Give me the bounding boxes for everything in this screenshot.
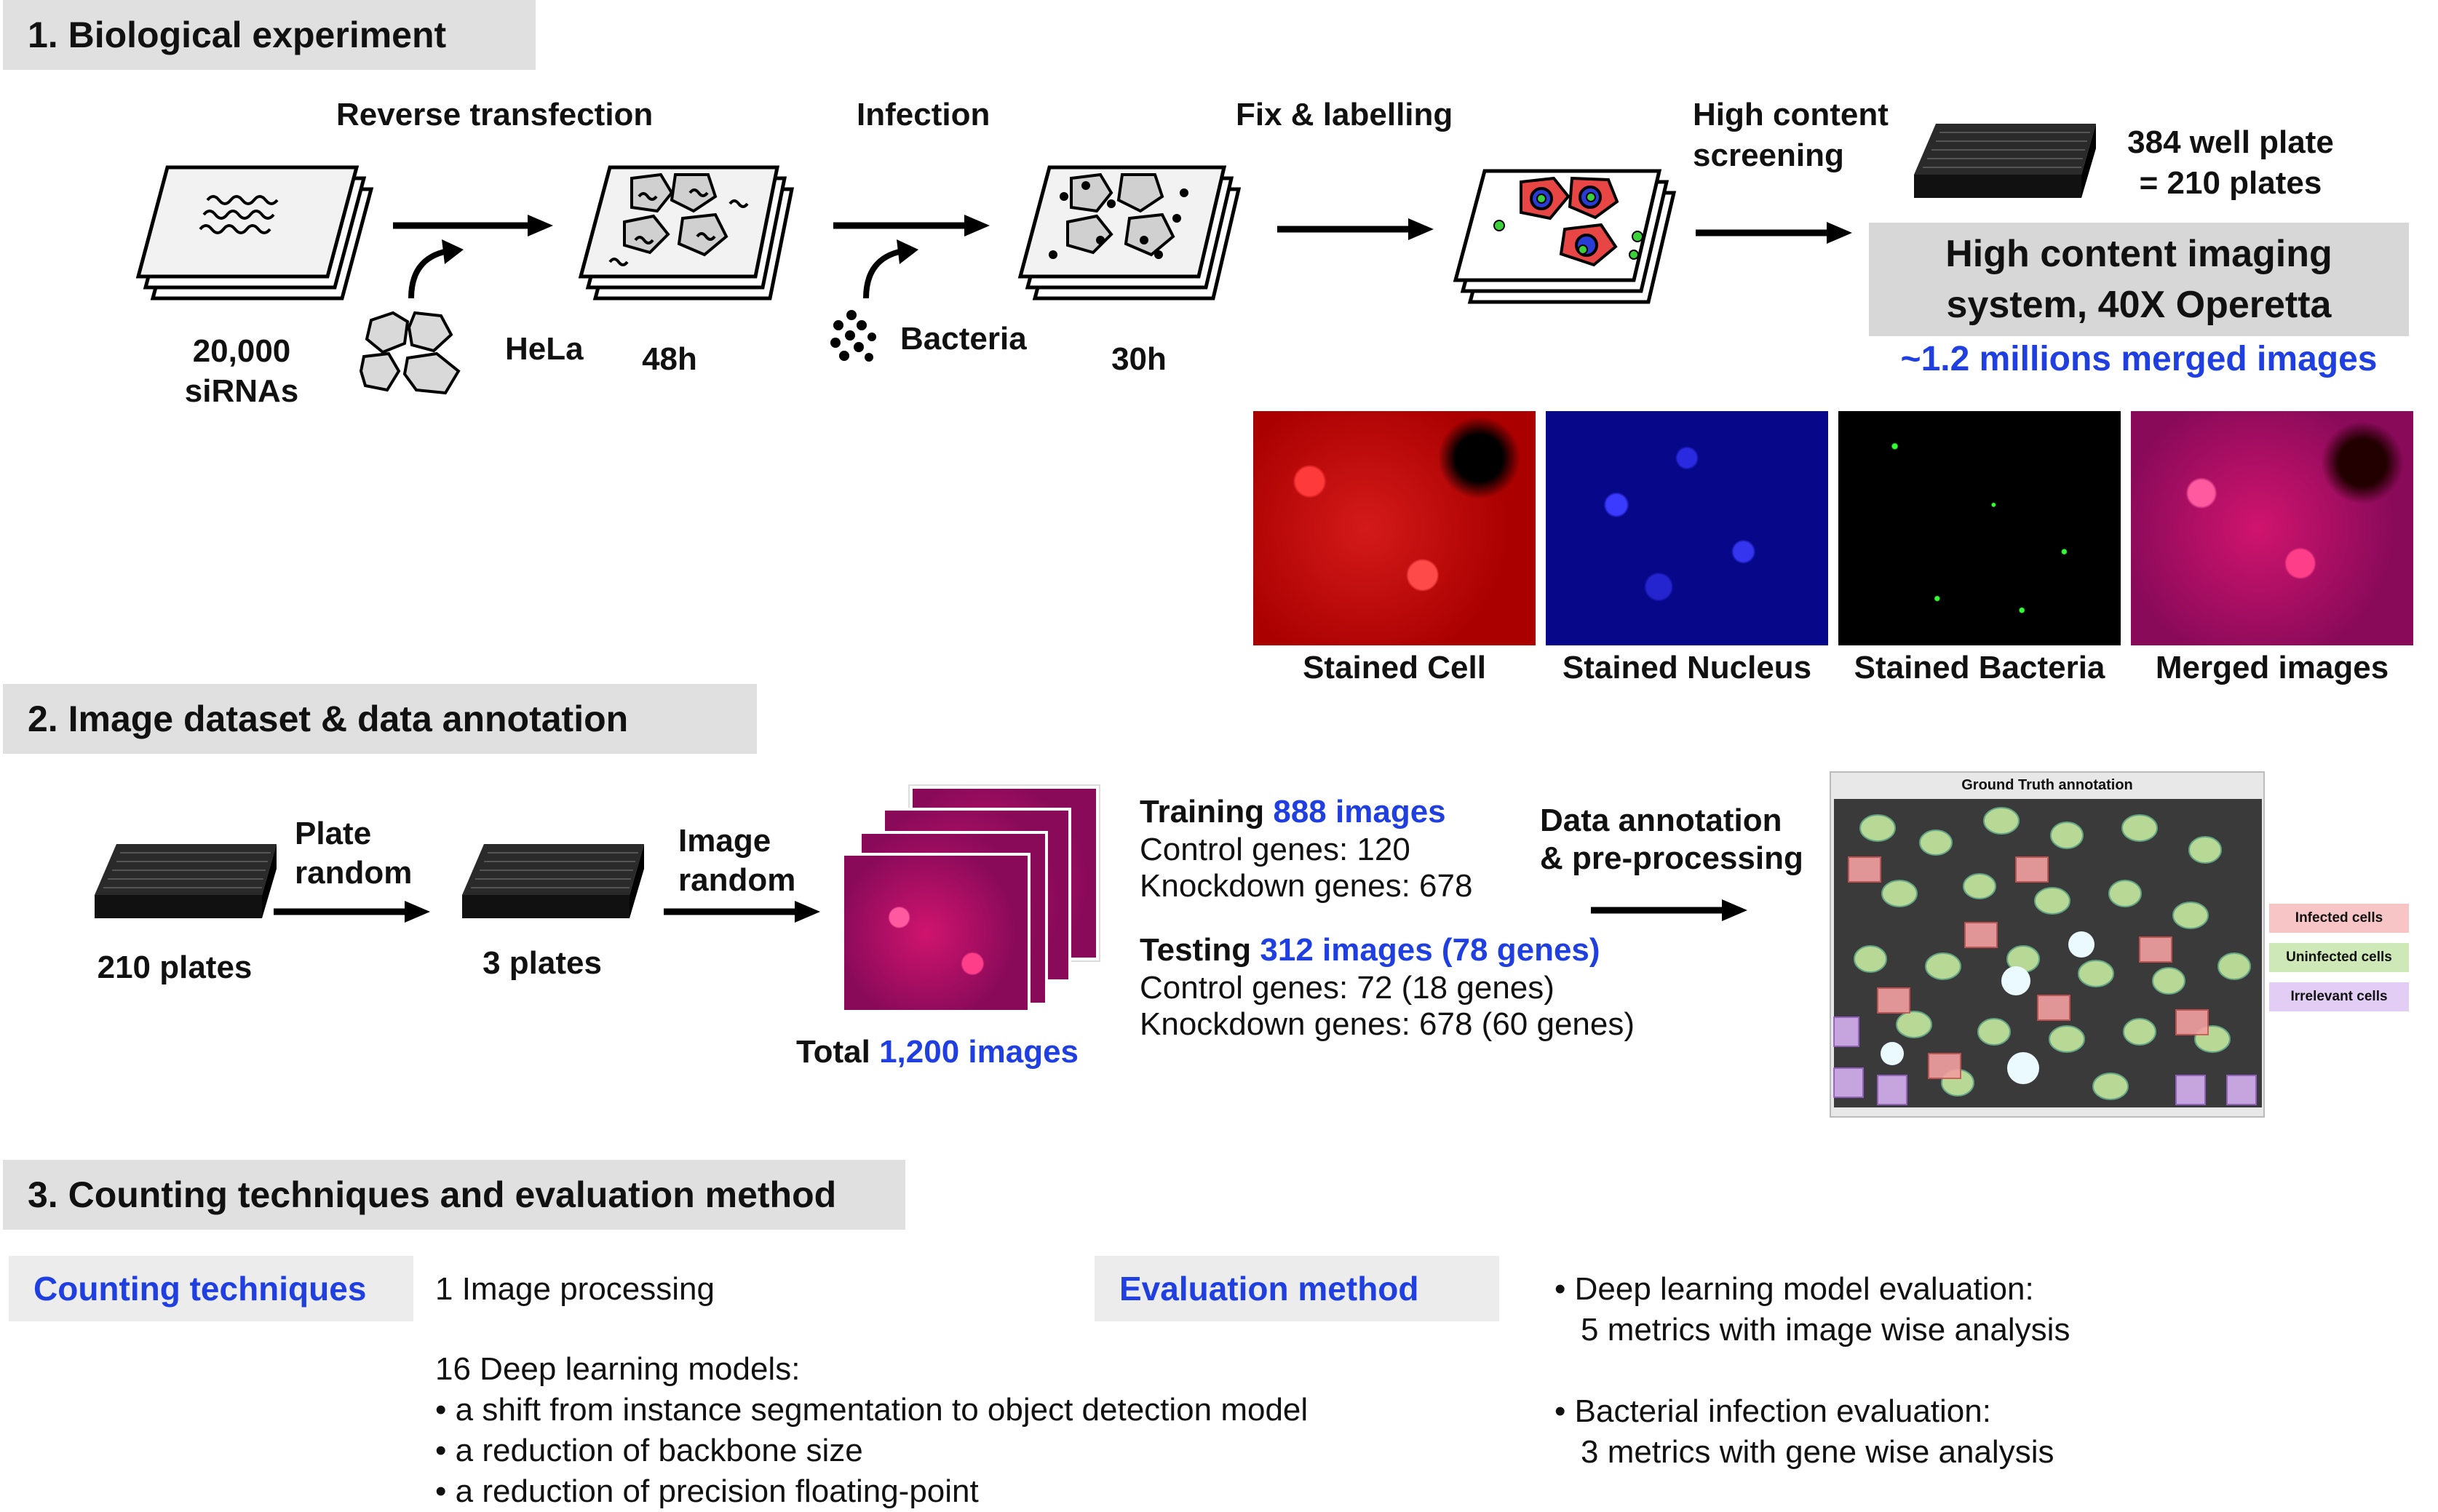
- step-hcs-line2: screening: [1693, 138, 1844, 173]
- image-processing-item: 1 Image processing: [435, 1271, 715, 1307]
- legend-irrelevant: Irrelevant cells: [2269, 982, 2409, 1011]
- sirna-count-line1: 20,000: [192, 333, 291, 369]
- arrow-right-icon-5: [274, 901, 430, 923]
- plates-210-label: 210 plates: [97, 950, 253, 985]
- sirna-count-line2: siRNAs: [184, 373, 299, 409]
- well-plate-stack-icon: [95, 844, 277, 918]
- infected-plate-stack-icon: [1017, 165, 1242, 301]
- arrow-right-icon-2: [833, 215, 990, 236]
- image-stack-front: [841, 853, 1031, 1013]
- hela-cells-icon: [359, 311, 461, 395]
- curved-arrow-icon: [408, 239, 464, 299]
- training-label: Training: [1140, 794, 1274, 829]
- total-images: Total 1,200 images: [796, 1032, 1079, 1073]
- step-reverse-transfection: Reverse transfection: [336, 97, 654, 132]
- bacteria-dots-icon: [830, 310, 876, 362]
- training-control: Control genes: 120: [1140, 832, 1410, 867]
- section-3-header: 3. Counting techniques and evaluation me…: [3, 1160, 905, 1230]
- step-infection: Infection: [857, 97, 990, 132]
- legend-infected: Infected cells: [2269, 904, 2409, 933]
- stained-nucleus-image: [1546, 411, 1828, 645]
- legend-uninfected: Uninfected cells: [2269, 943, 2409, 972]
- testing-heading: Testing 312 images (78 genes): [1140, 930, 1600, 971]
- arrow-right-icon-4: [1696, 222, 1852, 244]
- total-value: 1,200 images: [879, 1034, 1079, 1070]
- counting-techniques-tag: Counting techniques: [9, 1256, 413, 1321]
- well-plate-icon: [1914, 124, 2096, 198]
- bacteria-label: Bacteria: [900, 321, 1027, 357]
- dl-models-title: 16 Deep learning models:: [435, 1351, 801, 1387]
- channel-label-merged: Merged images: [2155, 650, 2389, 685]
- curved-arrow-icon-2: [863, 239, 918, 299]
- imaging-system-box: High content imaging system, 40X Operett…: [1869, 223, 2409, 336]
- channel-label-cell: Stained Cell: [1303, 650, 1486, 685]
- section-2-header: 2. Image dataset & data annotation: [3, 684, 757, 754]
- plate-random-line2: random: [295, 855, 413, 891]
- training-knockdown: Knockdown genes: 678: [1140, 868, 1473, 904]
- image-random-line2: random: [678, 862, 796, 898]
- well-plate-icon-3: [462, 844, 644, 918]
- annotation-line1: Data annotation: [1540, 803, 1782, 838]
- merged-image-count: ~1.2 millions merged images: [1900, 340, 2378, 378]
- step-hcs-line1: High content: [1693, 97, 1889, 132]
- merged-channels-image: [2131, 411, 2413, 645]
- imaging-line2: system, 40X Operetta: [1946, 284, 2332, 326]
- dl-item-2: • a reduction of backbone size: [435, 1433, 863, 1468]
- annotation-line2: & pre-processing: [1540, 840, 1803, 876]
- time-48h: 48h: [642, 341, 697, 377]
- testing-knockdown: Knockdown genes: 678 (60 genes): [1140, 1006, 1635, 1042]
- sirna-plate-stack-icon: [135, 165, 374, 301]
- section-2-title: 2. Image dataset & data annotation: [28, 699, 629, 739]
- plate-count-line1: 384 well plate: [2127, 124, 2334, 160]
- plates-3-label: 3 plates: [483, 945, 602, 981]
- transfected-plate-stack-icon: [578, 165, 795, 301]
- testing-control: Control genes: 72 (18 genes): [1140, 970, 1554, 1006]
- stained-plate-stack-icon: [1453, 169, 1677, 304]
- stained-cell-image: [1253, 411, 1536, 645]
- arrow-right-icon-3: [1277, 218, 1434, 240]
- section-1-header: 1. Biological experiment: [3, 0, 536, 70]
- plate-count-line2: = 210 plates: [2139, 165, 2322, 201]
- ground-truth-image: [1833, 799, 2262, 1107]
- eval-2-title: • Bacterial infection evaluation:: [1554, 1393, 1991, 1429]
- imaging-line1: High content imaging: [1945, 233, 2332, 275]
- dl-item-1: • a shift from instance segmentation to …: [435, 1392, 1309, 1428]
- image-random-line1: Image: [678, 823, 771, 859]
- section-3-title: 3. Counting techniques and evaluation me…: [28, 1174, 837, 1215]
- step-fix-labelling: Fix & labelling: [1236, 97, 1453, 132]
- stained-bacteria-image: [1838, 411, 2121, 645]
- arrow-right-icon-7: [1591, 899, 1747, 921]
- eval-2-detail: 3 metrics with gene wise analysis: [1581, 1434, 2054, 1470]
- evaluation-method-tag: Evaluation method: [1095, 1256, 1499, 1321]
- time-30h: 30h: [1111, 341, 1167, 377]
- eval-1-detail: 5 metrics with image wise analysis: [1581, 1312, 2070, 1348]
- training-heading: Training 888 images: [1140, 792, 1446, 832]
- testing-value: 312 images (78 genes): [1260, 932, 1600, 968]
- testing-label: Testing: [1140, 932, 1260, 968]
- total-prefix: Total: [796, 1034, 880, 1070]
- arrow-right-icon-6: [664, 901, 820, 923]
- eval-1-title: • Deep learning model evaluation:: [1554, 1271, 2034, 1307]
- plate-random-line1: Plate: [295, 816, 372, 851]
- arrow-right-icon: [393, 215, 553, 236]
- section-1-title: 1. Biological experiment: [28, 15, 447, 55]
- training-value: 888 images: [1273, 794, 1446, 829]
- dl-item-3: • a reduction of precision floating-poin…: [435, 1473, 979, 1509]
- hela-label: HeLa: [505, 331, 584, 367]
- ground-truth-title: Ground Truth annotation: [1961, 777, 2133, 793]
- channel-label-bacteria: Stained Bacteria: [1854, 650, 2105, 685]
- channel-label-nucleus: Stained Nucleus: [1562, 650, 1812, 685]
- ground-truth-panel: Ground Truth annotation: [1830, 771, 2265, 1118]
